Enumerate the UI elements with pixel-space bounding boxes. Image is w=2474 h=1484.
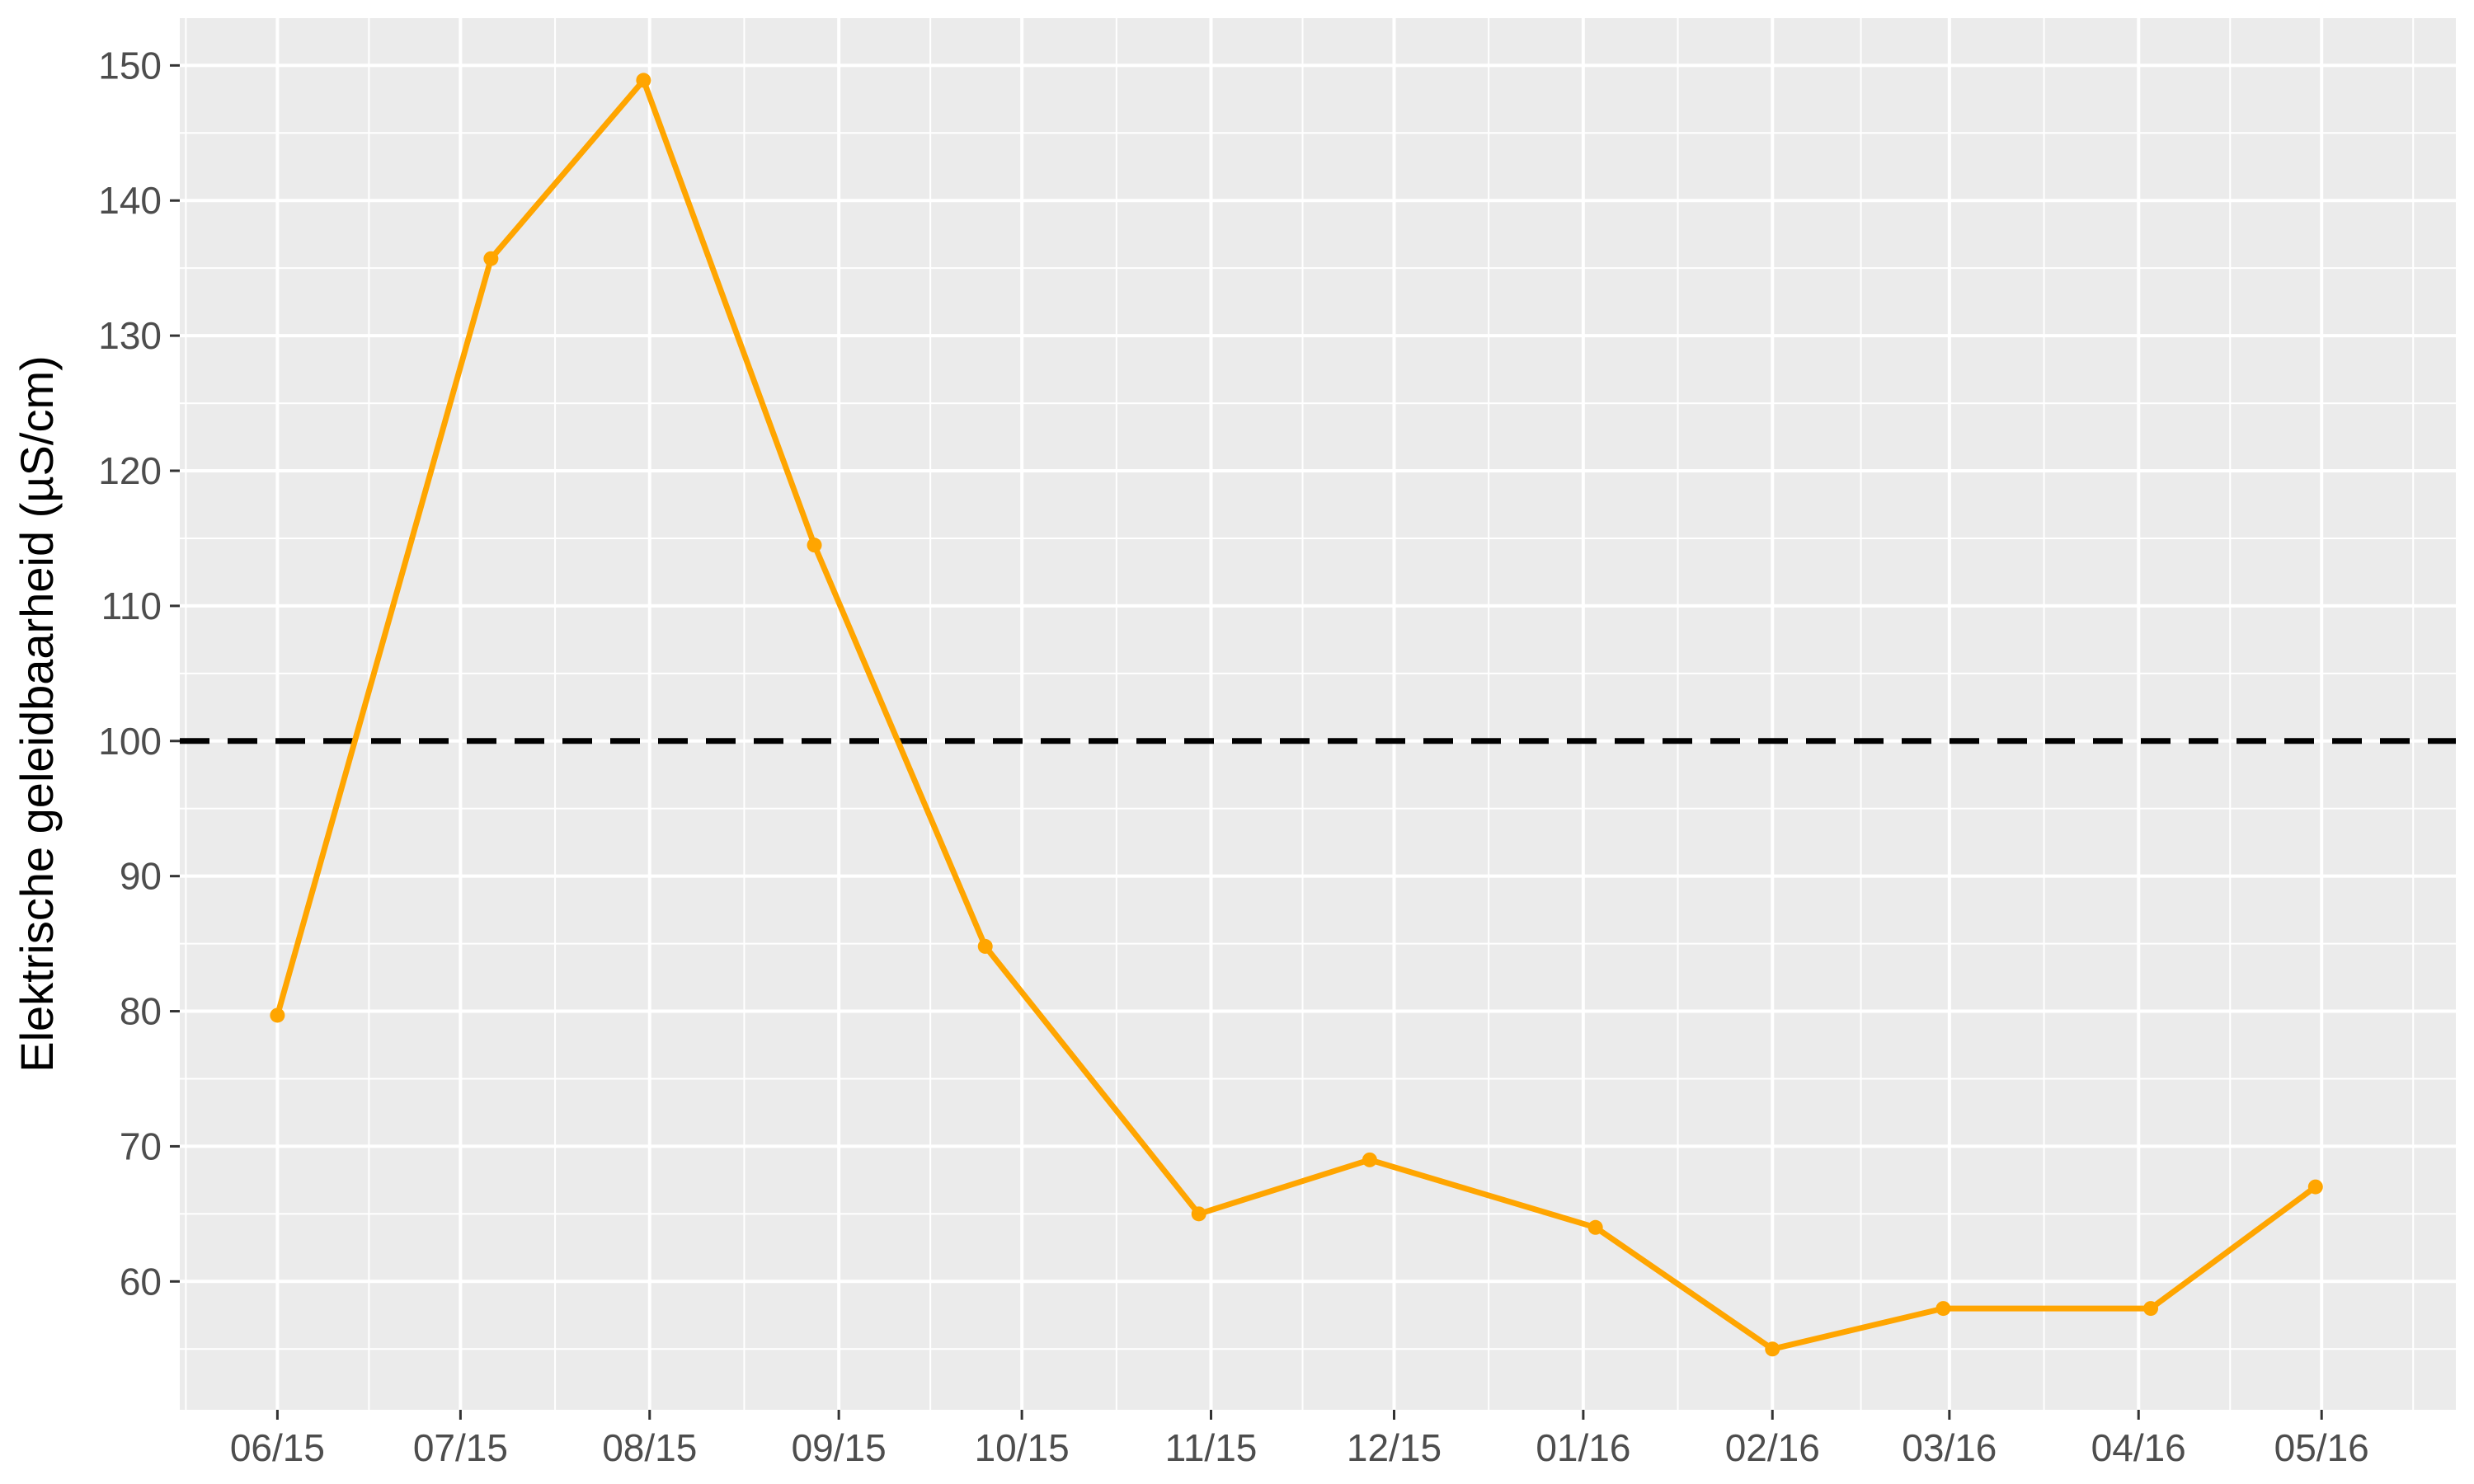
y-tick-label: 60 <box>120 1260 162 1303</box>
data-point <box>483 251 499 266</box>
data-point <box>1765 1341 1780 1357</box>
y-tick-label: 140 <box>98 179 162 222</box>
series-line <box>274 77 2319 1352</box>
series-layer <box>270 73 2323 1357</box>
x-tick-label: 11/15 <box>1165 1426 1258 1469</box>
data-point <box>2307 1179 2323 1195</box>
y-tick-label: 100 <box>98 720 162 763</box>
data-point <box>270 1007 285 1023</box>
data-point <box>1191 1206 1206 1222</box>
y-tick-label: 70 <box>120 1125 162 1167</box>
x-tick-label: 02/16 <box>1725 1426 1820 1469</box>
x-tick-label: 04/16 <box>2091 1426 2186 1469</box>
y-tick-label: 80 <box>120 990 162 1033</box>
y-tick-label: 150 <box>98 44 162 87</box>
x-tick-label: 06/15 <box>230 1426 325 1469</box>
x-tick-label: 03/16 <box>1902 1426 1997 1469</box>
x-tick-label: 07/15 <box>413 1426 508 1469</box>
data-point <box>1935 1301 1951 1317</box>
y-axis: 60 70 80 90 100 110 120 130 140 150 <box>98 44 180 1303</box>
x-axis: 06/15 07/15 08/15 09/15 10/15 11/15 12/15 01/16… <box>230 1410 2369 1469</box>
data-point <box>2143 1301 2159 1317</box>
y-tick-label: 90 <box>120 855 162 898</box>
x-tick-label: 05/16 <box>2274 1426 2369 1469</box>
x-tick-label: 01/16 <box>1536 1426 1630 1469</box>
y-tick-label: 130 <box>98 314 162 357</box>
y-axis-title: Elektrische geleidbaarheid (µS/cm) <box>11 355 63 1073</box>
data-point <box>1587 1219 1603 1235</box>
data-point <box>807 538 822 553</box>
data-point <box>1362 1152 1377 1167</box>
y-tick-label: 120 <box>98 449 162 492</box>
data-point <box>636 73 651 88</box>
major-gridlines <box>180 18 2456 1410</box>
y-tick-label: 110 <box>101 585 162 627</box>
minor-gridlines <box>180 18 2456 1410</box>
x-tick-label: 12/15 <box>1347 1426 1442 1469</box>
x-tick-label: 10/15 <box>975 1426 1070 1469</box>
data-point <box>977 938 993 954</box>
x-tick-label: 09/15 <box>792 1426 887 1469</box>
x-tick-label: 08/15 <box>602 1426 697 1469</box>
